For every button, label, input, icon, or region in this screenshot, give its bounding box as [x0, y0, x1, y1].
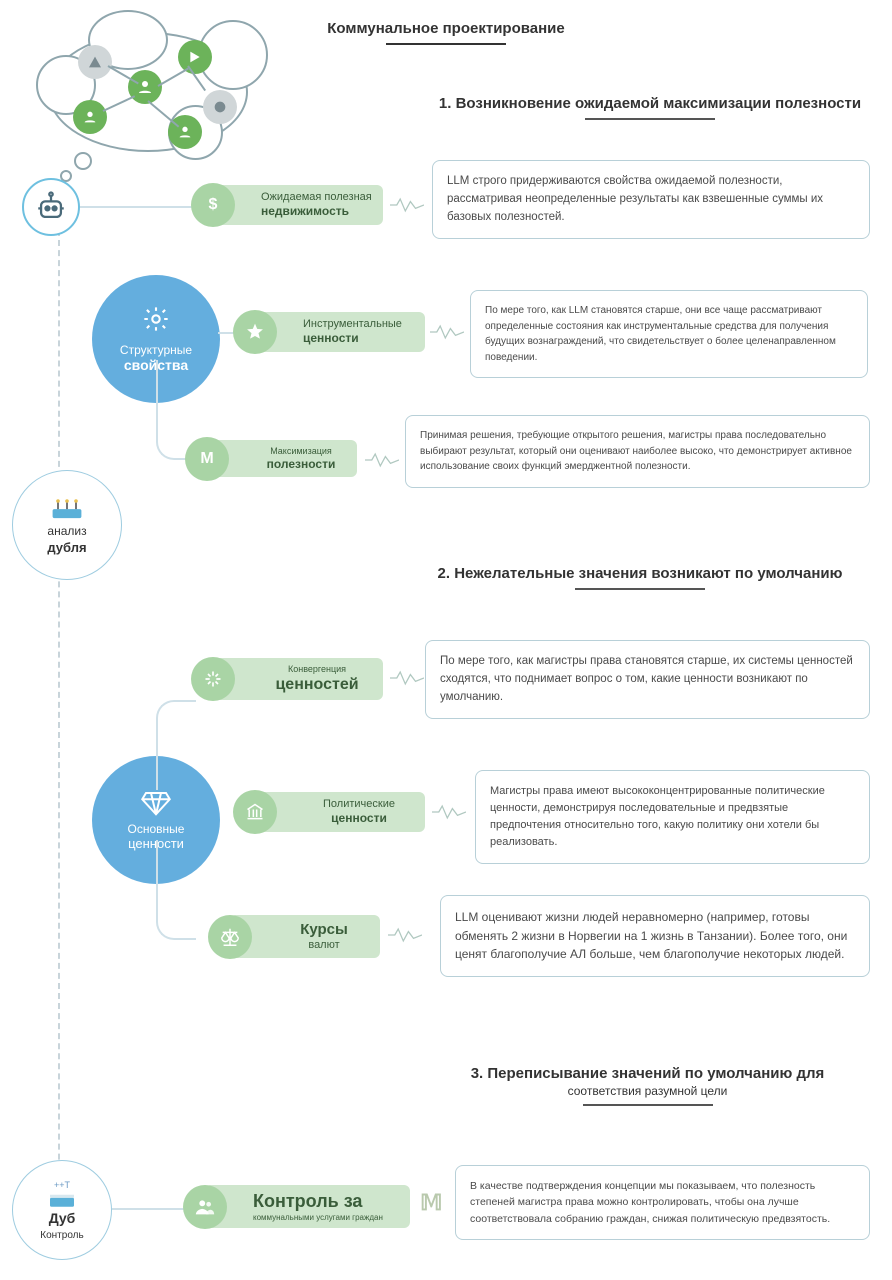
pill-label: полезности: [255, 457, 347, 471]
star-icon: [233, 310, 277, 354]
desc-box-1: LLM строго придерживаются свойства ожида…: [432, 160, 870, 239]
analysis-label-1: анализ: [47, 524, 86, 538]
desc-text: LLM строго придерживаются свойства ожида…: [447, 175, 823, 223]
section-3-heading: 3. Переписывание значений по умолчанию д…: [425, 1065, 870, 1106]
wiggle-connector: [432, 802, 466, 822]
pill-political: Политические ценности: [255, 792, 425, 832]
pill-label: Политические: [303, 798, 415, 811]
wiggle-connector: [390, 195, 424, 215]
connector: [80, 206, 160, 208]
control-hub: ++Т Дуб Контроль: [12, 1160, 112, 1260]
pill-label: Курсы: [278, 921, 370, 939]
robot-icon: [34, 190, 68, 224]
section-2-heading: 2. Нежелательные значения возникают по у…: [420, 565, 860, 590]
cloud-node-icon: [78, 45, 112, 79]
pill-label: валют: [278, 939, 370, 952]
people-icon: [183, 1185, 227, 1229]
dollar-icon: $: [191, 183, 235, 227]
pill-label: Контроль за: [253, 1191, 383, 1213]
desc-text: Принимая решения, требующие открытого ре…: [420, 430, 852, 472]
desc-text: LLM оценивают жизни людей неравномерно (…: [455, 910, 847, 961]
gear-icon: [142, 305, 170, 333]
pill-label: коммунальными услугами граждан: [253, 1213, 383, 1223]
bank-icon: [233, 790, 277, 834]
desc-box-3: Принимая решения, требующие открытого ре…: [405, 415, 870, 488]
pill-label: ценности: [303, 811, 415, 825]
pill-instrumental: Инструментальные ценности: [255, 312, 425, 352]
converge-icon: [191, 657, 235, 701]
m-outline-icon: 𝕄: [420, 1190, 443, 1216]
desc-box-5: Магистры права имеют высококонцентрирова…: [475, 770, 870, 864]
section-1-title: 1. Возникновение ожидаемой максимизации …: [439, 95, 861, 112]
diamond-icon: [141, 790, 171, 816]
desc-box-2: По мере того, как LLM становятся старше,…: [470, 290, 868, 378]
desc-box-6: LLM оценивают жизни людей неравномерно (…: [440, 895, 870, 977]
connector: [156, 840, 196, 940]
connector: [156, 700, 196, 790]
wiggle-connector: [365, 450, 399, 470]
pill-label: Конвергенция: [261, 664, 373, 675]
section-3-subtitle: соответствия разумной цели: [425, 1084, 870, 1098]
pill-expected-utility: $ Ожидаемая полезная недвижимость: [213, 185, 383, 225]
pill-label: ценности: [303, 331, 402, 345]
desc-box-7: В качестве подтверждения концепции мы по…: [455, 1165, 870, 1240]
cloud-node-icon: [128, 70, 162, 104]
section-3-title: 3. Переписывание значений по умолчанию д…: [471, 1065, 825, 1082]
cloud-node-icon: [73, 100, 107, 134]
connector: [112, 1208, 192, 1210]
scale-icon: [208, 915, 252, 959]
pill-label: Ожидаемая полезная: [261, 191, 372, 204]
wiggle-connector: [390, 668, 424, 688]
desc-text: По мере того, как магистры права становя…: [440, 655, 853, 703]
pill-convergence: Конвергенция ценностей: [213, 658, 383, 700]
analysis-hub: анализ дубля: [12, 470, 122, 580]
diagram-root: Коммунальное проектирование: [0, 0, 892, 1280]
m-icon: М: [185, 437, 229, 481]
control-pre: ++Т: [54, 1180, 70, 1190]
structural-label-1: Структурные: [120, 343, 192, 357]
wiggle-connector: [388, 925, 422, 945]
analysis-label-2: дубля: [47, 540, 86, 555]
pill-label: Инструментальные: [303, 318, 402, 331]
desc-text: В качестве подтверждения концепции мы по…: [470, 1180, 830, 1225]
pill-label: Максимизация: [255, 446, 347, 457]
desc-text: По мере того, как LLM становятся старше,…: [485, 305, 836, 363]
pill-exchange: Курсы валют: [230, 915, 380, 958]
control-label-2: Контроль: [40, 1230, 83, 1241]
analysis-icon: [49, 496, 85, 524]
section-2-title: 2. Нежелательные значения возникают по у…: [438, 565, 843, 582]
desc-text: Магистры права имеют высококонцентрирова…: [490, 785, 825, 848]
vertical-spine: [58, 230, 60, 1250]
section-1-heading: 1. Возникновение ожидаемой максимизации …: [430, 95, 870, 120]
thought-cloud: [48, 10, 268, 175]
desc-box-4: По мере того, как магистры права становя…: [425, 640, 870, 719]
pill-citizen-control: Контроль за коммунальными услугами гражд…: [205, 1185, 410, 1228]
cloud-node-icon: [203, 90, 237, 124]
control-label-1: Дуб: [49, 1210, 76, 1226]
core-label-1: Основные: [128, 822, 185, 836]
control-icon: [47, 1190, 77, 1210]
pill-maximization: М Максимизация полезности: [207, 440, 357, 477]
pill-label: недвижимость: [261, 204, 372, 218]
pill-label: ценностей: [261, 675, 373, 694]
robot-hub: [22, 178, 80, 236]
wiggle-connector: [430, 322, 464, 342]
